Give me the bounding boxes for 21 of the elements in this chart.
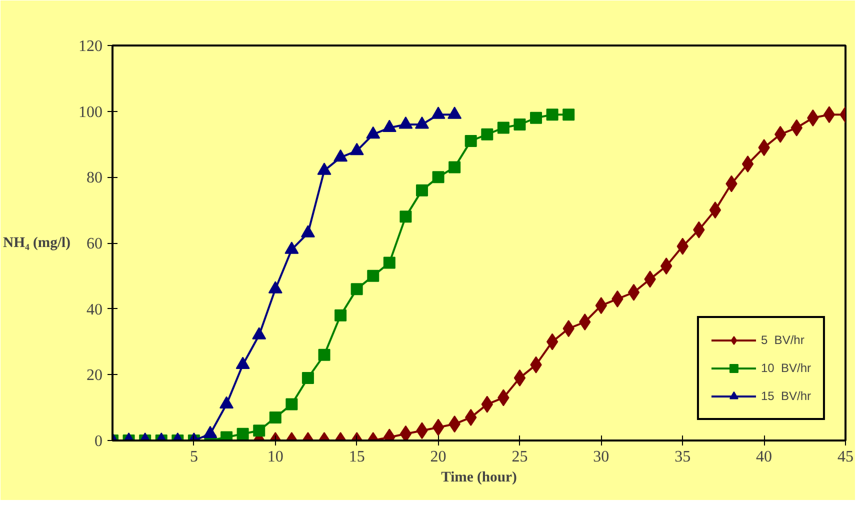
x-tick-label: 45 — [838, 448, 854, 466]
x-axis-title: Time (hour) — [441, 470, 518, 486]
y-tick-label: 60 — [86, 236, 102, 252]
legend-label: 5 BV/hr — [760, 333, 804, 347]
y-axis-title: NH₄ (mg/l) — [3, 235, 71, 251]
x-tick-label: 25 — [512, 448, 528, 466]
x-tick-label: 5 — [190, 448, 198, 466]
y-tick-label: 80 — [86, 170, 102, 187]
x-tick-label: 35 — [674, 448, 691, 466]
y-tick-label: 0 — [94, 433, 102, 450]
y-tick-label: 20 — [86, 367, 102, 384]
y-tick-label: 100 — [78, 104, 102, 121]
legend-label: 15 BV/hr — [760, 389, 811, 403]
x-tick-label: 20 — [430, 448, 446, 466]
x-tick-label: 10 — [267, 448, 284, 466]
y-tick-label: 40 — [86, 301, 102, 318]
y-tick-label: 120 — [78, 38, 102, 55]
x-tick-label: 30 — [593, 448, 610, 466]
legend-label: 10 BV/hr — [760, 361, 811, 375]
x-tick-label: 15 — [348, 448, 365, 466]
x-tick-label: 40 — [756, 448, 772, 466]
